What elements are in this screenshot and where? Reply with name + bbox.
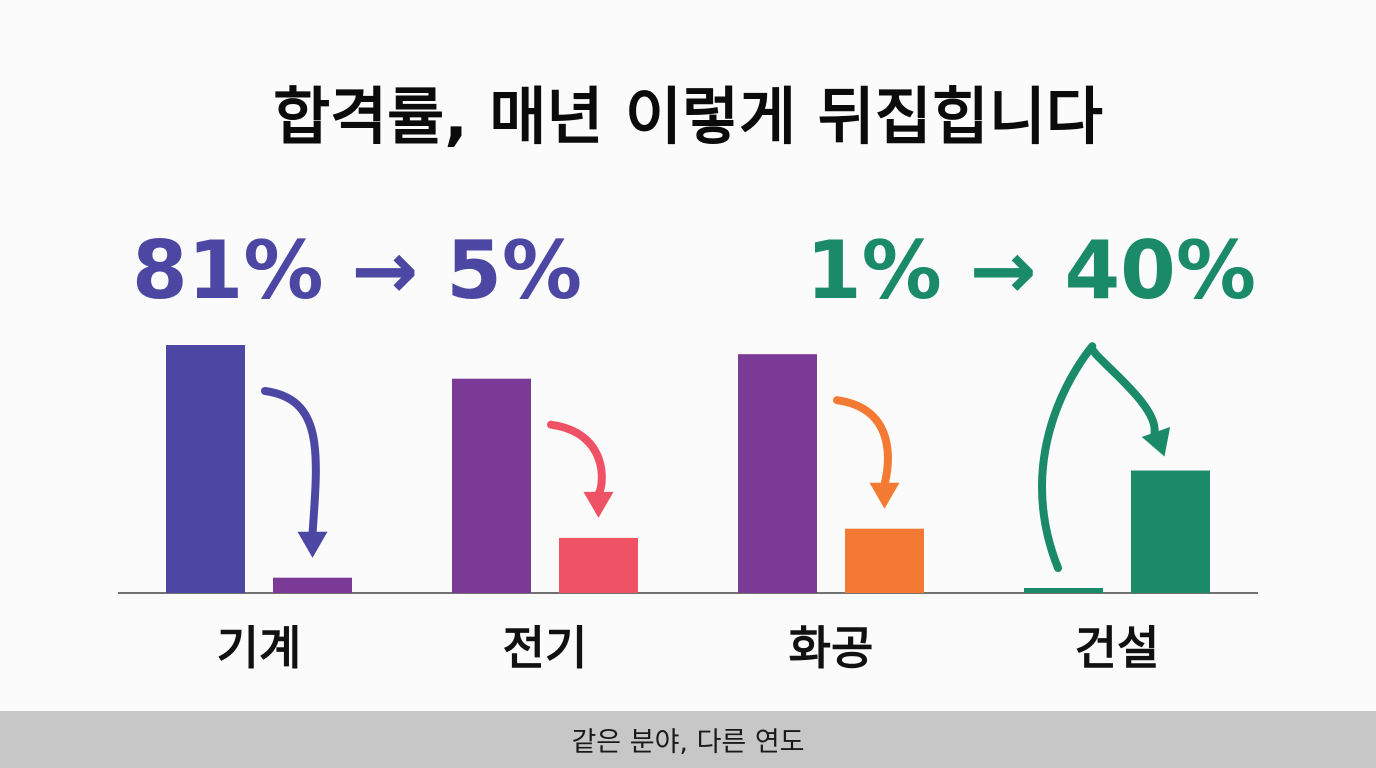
footer-caption: 같은 분야, 다른 연도 bbox=[571, 727, 805, 758]
footer-bar: 같은 분야, 다른 연도 bbox=[0, 711, 1376, 768]
bar-after-1 bbox=[273, 577, 352, 593]
bar-after-3 bbox=[845, 528, 924, 593]
bar-before-4 bbox=[1024, 588, 1103, 593]
trend-arrowhead-2 bbox=[583, 491, 614, 518]
bar-before-1 bbox=[166, 345, 245, 593]
category-label-2: 전기 bbox=[503, 621, 588, 675]
arrows-layer bbox=[261, 342, 1171, 572]
bar-after-2 bbox=[559, 537, 638, 593]
trend-arrow-3 bbox=[833, 396, 892, 489]
category-label-3: 화공 bbox=[789, 621, 874, 675]
category-label-4: 건설 bbox=[1075, 621, 1160, 675]
bar-before-3 bbox=[738, 354, 817, 593]
trend-arrow-2 bbox=[547, 420, 606, 498]
trend-arrowhead-3 bbox=[869, 482, 900, 509]
trend-arrow-1 bbox=[261, 387, 320, 538]
trend-arrowhead-4 bbox=[1141, 427, 1171, 457]
bars-layer bbox=[166, 345, 1210, 593]
bar-after-4 bbox=[1131, 470, 1210, 593]
category-labels: 기계 전기 화공 건설 bbox=[217, 621, 1160, 675]
chart-title: 합격률, 매년 이렇게 뒤집힙니다 bbox=[273, 80, 1103, 153]
trend-arrow-4 bbox=[1038, 342, 1159, 572]
category-label-1: 기계 bbox=[217, 621, 302, 675]
highlight-stat-left: 81% → 5% bbox=[132, 224, 582, 317]
highlight-stat-right: 1% → 40% bbox=[806, 224, 1256, 317]
bar-before-2 bbox=[452, 378, 531, 593]
trend-arrowhead-1 bbox=[297, 531, 328, 558]
